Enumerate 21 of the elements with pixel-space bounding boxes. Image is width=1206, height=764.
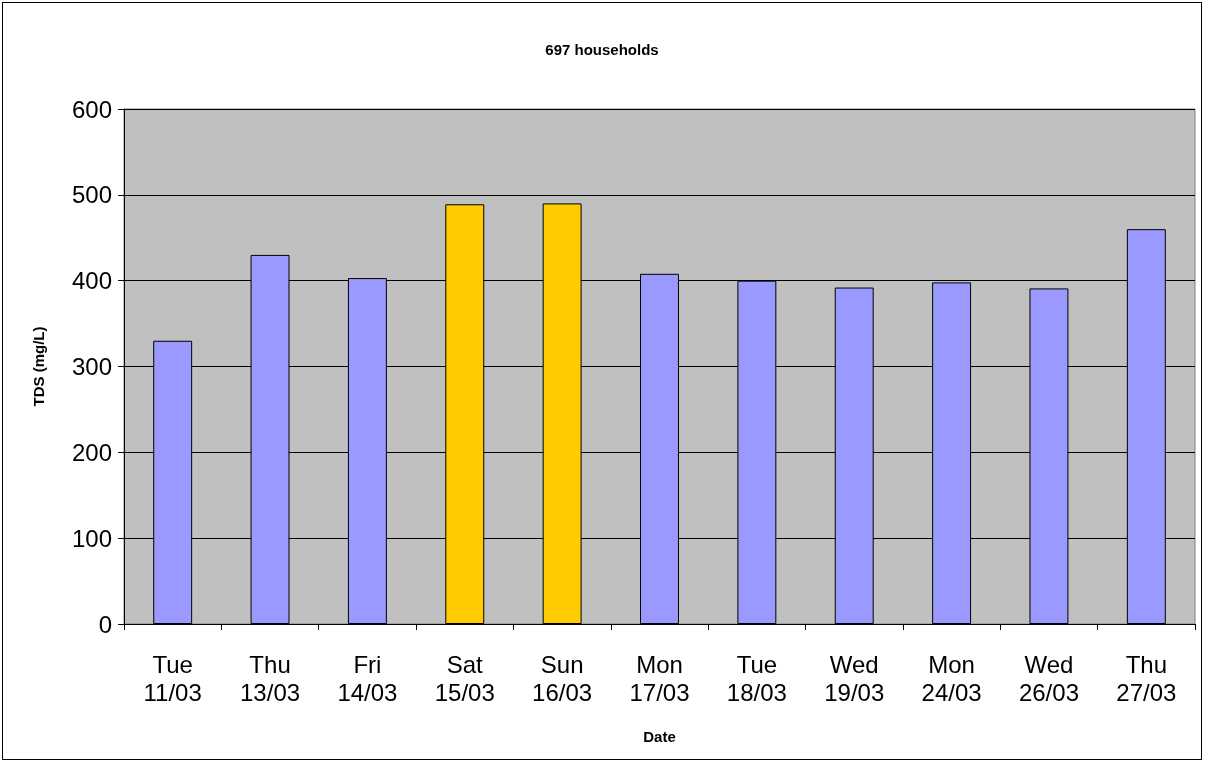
y-tick-label: 400 xyxy=(71,267,112,295)
x-tick-label: Wed 19/03 xyxy=(824,650,885,706)
x-tick-label: Thu 27/03 xyxy=(1116,650,1177,706)
chart-title: 697 households xyxy=(545,41,659,58)
y-tick-label: 200 xyxy=(71,438,112,466)
x-tick-label: Tue 18/03 xyxy=(726,650,787,706)
y-tick-label: 600 xyxy=(71,95,112,123)
y-tick-label: 500 xyxy=(71,181,112,209)
x-tick-label: Wed 26/03 xyxy=(1018,650,1079,706)
x-tick-label: Thu 13/03 xyxy=(240,650,301,706)
x-tick-label: Mon 17/03 xyxy=(629,650,690,706)
x-tick-label: Fri 14/03 xyxy=(337,650,398,706)
y-tick-label: 300 xyxy=(71,353,112,380)
x-tick-label: Sun 16/03 xyxy=(532,650,593,706)
y-axis-title: TDS (mg/L) xyxy=(30,326,47,407)
x-tick-label: Sat 15/03 xyxy=(434,650,495,706)
x-axis-title: Date xyxy=(643,728,676,745)
y-tick-label: 0 xyxy=(98,610,112,638)
y-tick-label: 100 xyxy=(71,524,112,552)
x-tick-label: Tue 11/03 xyxy=(143,650,202,706)
x-tick-label: Mon 24/03 xyxy=(921,650,982,706)
